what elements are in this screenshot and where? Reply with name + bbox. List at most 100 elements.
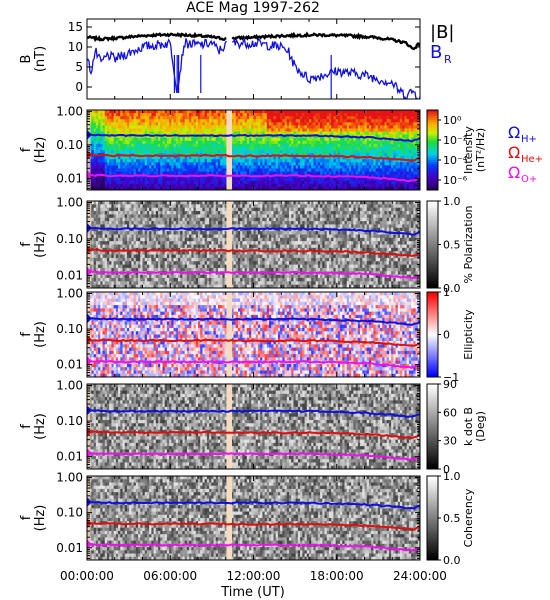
spectrogram-cell	[144, 201, 148, 205]
spectrogram-cell	[326, 146, 330, 151]
gyrofrequency-line-Heplus	[87, 153, 420, 162]
spectrogram-cell	[293, 110, 297, 114]
colorbar-cell	[427, 116, 438, 119]
spectrogram-cell	[286, 183, 290, 188]
spectrogram-cell	[309, 122, 312, 126]
spectrogram-cell	[211, 140, 214, 145]
spectrogram-cell	[140, 143, 143, 148]
spectrogram-cell	[237, 119, 241, 123]
spectrogram-cell	[142, 143, 146, 148]
spectrogram-cell	[411, 168, 414, 172]
spectrogram-cell	[129, 234, 132, 239]
spectrogram-cell	[304, 143, 308, 148]
spectrogram-cell	[126, 221, 130, 225]
spectrogram-cell	[393, 143, 396, 148]
spectrogram-cell	[124, 116, 128, 120]
spectrogram-cell	[295, 131, 299, 136]
spectrogram-cell	[266, 113, 270, 117]
spectrogram-cell	[138, 214, 141, 219]
spectrogram-cell	[146, 207, 150, 212]
spectrogram-cell	[273, 143, 277, 148]
spectrogram-cell	[142, 281, 146, 286]
spectrogram-cell	[362, 131, 365, 136]
spectrogram-cell	[191, 180, 194, 185]
spectrogram-cell	[300, 113, 303, 117]
spectrogram-cell	[315, 116, 319, 120]
spectrogram-cell	[118, 224, 121, 229]
spectrogram-cell	[175, 143, 179, 148]
spectrogram-cell	[124, 180, 128, 185]
spectrogram-cell	[135, 119, 139, 123]
spectrogram-cell	[324, 156, 328, 160]
spectrogram-cell	[262, 110, 265, 114]
spectrogram-cell	[397, 131, 401, 136]
spectrogram-cell	[297, 137, 301, 142]
spectrogram-cell	[142, 217, 146, 222]
spectrogram-cell	[140, 264, 143, 269]
spectrogram-cell	[257, 162, 261, 166]
spectrogram-cell	[166, 137, 170, 142]
spectrogram-cell	[215, 110, 219, 114]
spectrogram-cell	[309, 150, 312, 154]
spectrogram-cell	[317, 125, 321, 129]
spectrogram-cell	[224, 131, 228, 136]
spectrogram-cell	[244, 131, 248, 136]
spectrogram-cell	[169, 116, 172, 120]
spectrogram-cell	[133, 180, 137, 185]
spectrogram-cell	[151, 137, 154, 142]
spectrogram-cell	[257, 119, 261, 123]
spectrogram-cell	[106, 171, 110, 176]
spectrogram-cell	[280, 168, 283, 172]
spectrogram-cell	[89, 113, 92, 117]
spectrogram-cell	[146, 116, 150, 120]
spectrogram-cell	[206, 165, 210, 169]
spectrogram-cell	[273, 162, 277, 166]
spectrogram-cell	[304, 165, 308, 169]
spectrogram-cell	[280, 128, 283, 132]
spectrogram-cell	[286, 162, 290, 166]
spectrogram-cell	[155, 217, 159, 222]
spectrogram-cell	[104, 159, 108, 163]
spectrogram-cell	[106, 231, 110, 235]
spectrogram-cell	[255, 116, 259, 120]
spectrogram-cell	[368, 150, 372, 154]
spectrogram-cell	[313, 119, 317, 123]
gyrofrequency-marker-Oplus	[87, 170, 92, 181]
y-tick-label: 10	[68, 40, 83, 54]
spectrogram-cell	[391, 171, 394, 176]
spectrogram-cell	[331, 140, 334, 145]
spectrogram-cell	[260, 116, 263, 120]
spectrogram-cell	[371, 186, 374, 190]
spectrogram-cell	[93, 183, 97, 188]
spectrogram-cell	[240, 131, 243, 136]
spectrogram-cell	[111, 134, 115, 139]
spectrogram-cell	[98, 214, 101, 219]
spectrogram-cell	[222, 128, 226, 132]
spectrogram-cell	[231, 131, 234, 136]
spectrogram-cell	[266, 122, 270, 126]
spectrogram-cell	[355, 159, 359, 163]
spectrogram-cell	[408, 122, 412, 126]
spectrogram-cell	[302, 186, 305, 190]
spectrogram-cell	[417, 165, 420, 169]
spectrogram-cell	[360, 168, 363, 172]
spectrogram-cell	[333, 171, 337, 176]
spectrogram-cell	[138, 254, 141, 259]
colorbar-cell	[427, 118, 438, 121]
spectrogram-cell	[102, 277, 106, 282]
spectrogram-cell	[284, 177, 288, 182]
spectrogram-cell	[357, 186, 361, 190]
spectrogram-cell	[375, 143, 379, 148]
spectrogram-cell	[380, 171, 383, 176]
spectrogram-cell	[257, 180, 261, 185]
spectrogram-cell	[124, 214, 128, 219]
spectrogram-cell	[220, 140, 223, 145]
spectrogram-cell	[144, 264, 148, 269]
spectrogram-cell	[311, 156, 314, 160]
spectrogram-cell	[311, 177, 314, 182]
spectrogram-cell	[348, 146, 352, 151]
spectrogram-cell	[275, 110, 279, 114]
spectrogram-cell	[282, 125, 285, 129]
spectrogram-cell	[302, 168, 305, 172]
spectrogram-cell	[397, 156, 401, 160]
